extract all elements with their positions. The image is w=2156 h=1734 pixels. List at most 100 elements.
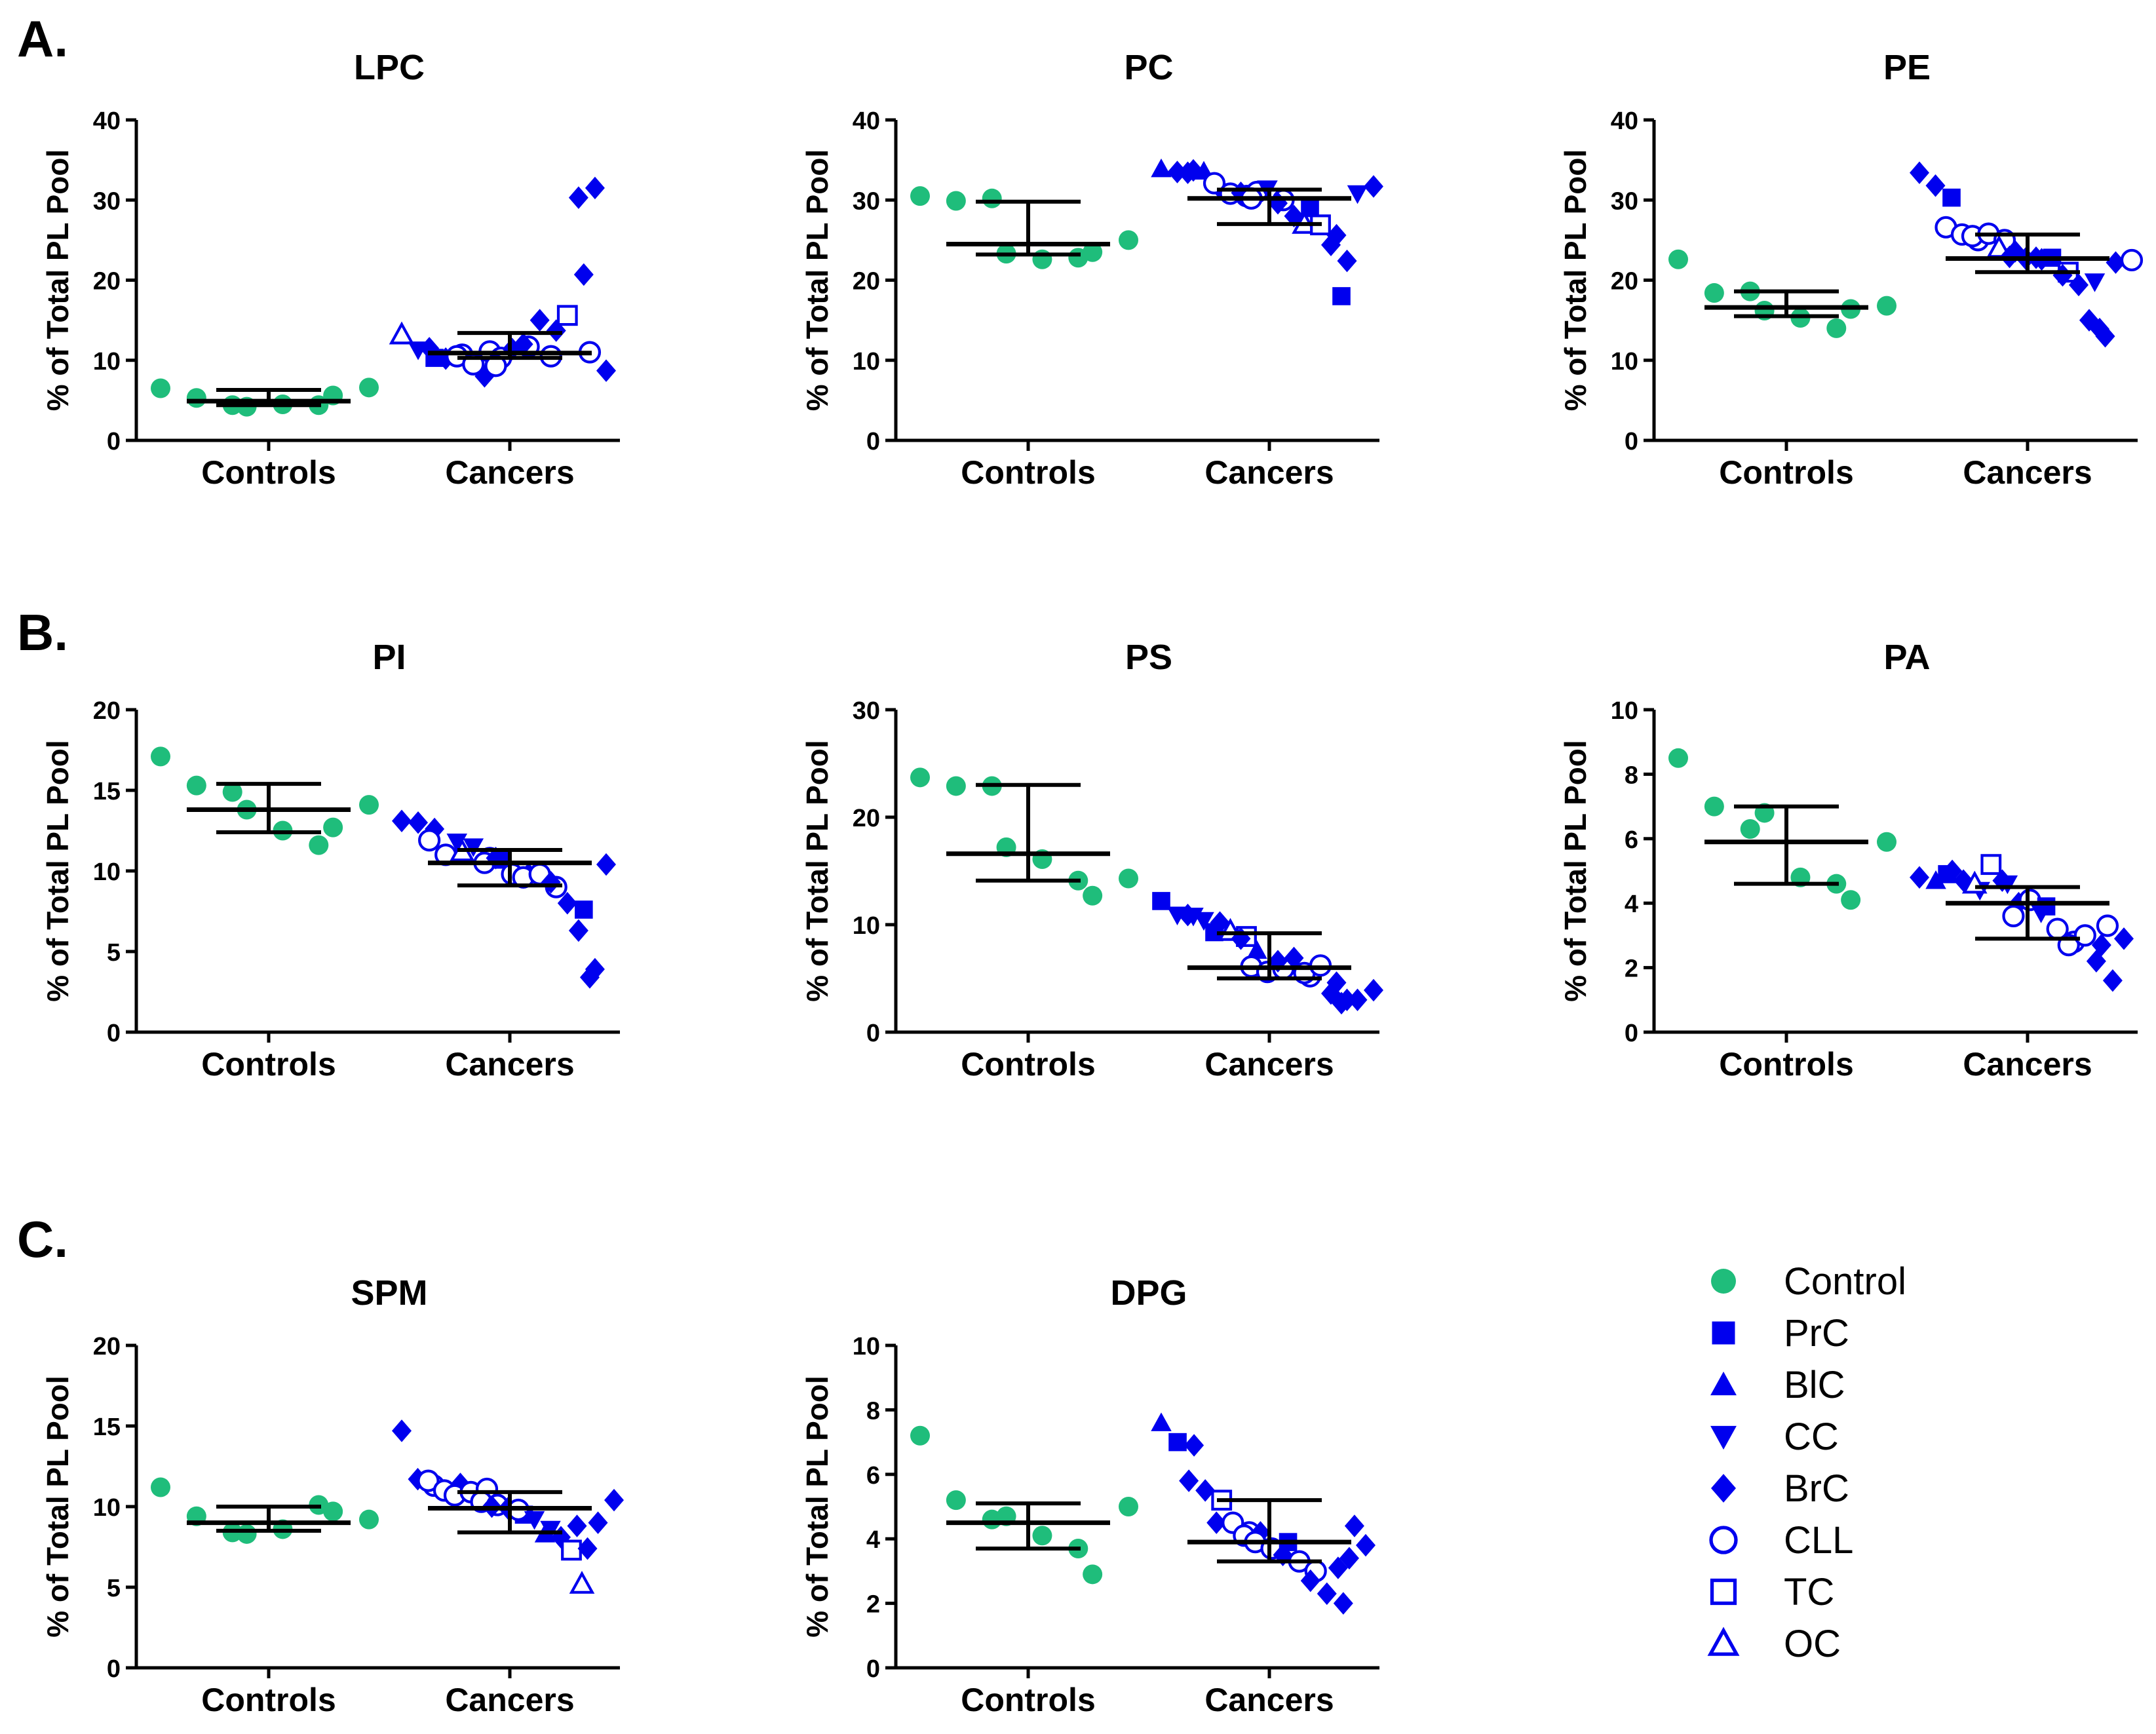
data-point-control bbox=[946, 191, 966, 211]
panel-label-a: A. bbox=[17, 10, 68, 67]
data-point-control bbox=[910, 767, 930, 788]
data-point-control bbox=[1032, 249, 1052, 269]
legend-marker-cc bbox=[1710, 1425, 1737, 1450]
y-tick-label: 4 bbox=[866, 1526, 880, 1554]
data-point-brc bbox=[596, 359, 616, 382]
y-tick-label: 0 bbox=[866, 428, 880, 455]
legend-marker-prc bbox=[1712, 1321, 1735, 1345]
data-point-oc bbox=[569, 1570, 595, 1594]
legend-marker-cll bbox=[1709, 1526, 1738, 1554]
legend-marker-tc bbox=[1710, 1578, 1737, 1606]
data-point-cll bbox=[2120, 248, 2144, 272]
y-tick-label: 20 bbox=[93, 697, 121, 725]
legend-label: PrC bbox=[1784, 1312, 1849, 1355]
data-point-control bbox=[1826, 318, 1847, 338]
data-point-brc bbox=[588, 1511, 608, 1534]
y-tick-label: 0 bbox=[866, 1020, 880, 1047]
data-point-control bbox=[186, 388, 206, 408]
legend-label: BlC bbox=[1784, 1364, 1845, 1406]
data-point-blc bbox=[1925, 870, 1946, 889]
y-tick-label: 15 bbox=[93, 778, 121, 805]
legend: Control PrC BlC CC BrC CLL TC OC bbox=[1707, 1260, 1906, 1665]
chart-title: PC bbox=[1124, 48, 1173, 87]
data-point-control bbox=[910, 1425, 930, 1446]
y-tick-label: 0 bbox=[866, 1655, 880, 1683]
legend-item-blc: BlC bbox=[1710, 1364, 1845, 1406]
x-tick-label-controls: Controls bbox=[961, 1682, 1096, 1718]
legend-marker-blc bbox=[1710, 1372, 1737, 1396]
data-point-blc bbox=[1151, 158, 1172, 178]
data-point-brc bbox=[1179, 1469, 1199, 1492]
chart-title: PA bbox=[1883, 638, 1930, 677]
data-point-brc bbox=[1195, 1479, 1216, 1502]
chart-pe: PE % of Total PL Pool 0 10 20 30 40 Controls Can… bbox=[1558, 48, 2144, 491]
chart-title: PI bbox=[372, 638, 406, 677]
x-tick-label-controls: Controls bbox=[201, 1682, 336, 1718]
legend-item-cc: CC bbox=[1710, 1416, 1839, 1458]
data-point-brc bbox=[577, 1537, 598, 1560]
data-point-cc bbox=[2084, 273, 2106, 292]
data-point-brc bbox=[1321, 233, 1341, 256]
y-tick-label: 40 bbox=[93, 107, 121, 135]
chart-pi: PI % of Total PL Pool 0 5 10 15 20 Controls Canc… bbox=[41, 638, 620, 1083]
data-point-brc bbox=[1364, 978, 1383, 1002]
y-axis-label: % of Total PL Pool bbox=[800, 149, 834, 412]
chart-title: DPG bbox=[1110, 1273, 1187, 1313]
x-tick-label-controls: Controls bbox=[961, 454, 1096, 491]
data-point-brc bbox=[585, 176, 605, 200]
y-tick-label: 30 bbox=[1611, 187, 1638, 215]
data-point-brc bbox=[2102, 969, 2123, 992]
data-point-cc bbox=[1347, 185, 1368, 204]
data-point-cc bbox=[463, 838, 484, 857]
y-tick-label: 2 bbox=[1625, 955, 1638, 983]
x-tick-label-controls: Controls bbox=[201, 1046, 336, 1083]
chart-spm: SPM % of Total PL Pool 0 5 10 15 20 Controls Can… bbox=[41, 1273, 624, 1718]
y-tick-label: 5 bbox=[107, 939, 121, 967]
data-point-control bbox=[151, 378, 170, 398]
y-tick-label: 0 bbox=[1625, 1020, 1638, 1047]
data-point-brc bbox=[1339, 1547, 1359, 1570]
y-tick-label: 40 bbox=[1611, 107, 1638, 135]
data-point-brc bbox=[1333, 1592, 1353, 1615]
data-point-control bbox=[222, 782, 242, 802]
data-point-brc bbox=[579, 966, 600, 989]
data-point-brc bbox=[529, 309, 550, 332]
y-axis-label: % of Total PL Pool bbox=[1558, 740, 1592, 1002]
x-tick-label-controls: Controls bbox=[1719, 1046, 1854, 1083]
data-point-brc bbox=[408, 811, 429, 834]
legend-label: OC bbox=[1784, 1623, 1841, 1665]
x-tick-label-controls: Controls bbox=[201, 454, 336, 491]
data-point-control bbox=[1083, 885, 1103, 906]
data-point-brc bbox=[1178, 903, 1198, 927]
chart-title: SPM bbox=[351, 1273, 427, 1313]
y-tick-label: 6 bbox=[866, 1462, 880, 1490]
data-point-control bbox=[1877, 296, 1896, 316]
data-point-control bbox=[323, 817, 343, 838]
data-point-brc bbox=[573, 263, 594, 286]
data-point-brc bbox=[1364, 175, 1383, 198]
y-tick-label: 10 bbox=[853, 348, 880, 376]
y-tick-label: 5 bbox=[107, 1575, 121, 1602]
y-tick-label: 20 bbox=[853, 805, 880, 832]
y-axis-label: % of Total PL Pool bbox=[41, 740, 75, 1002]
legend-item-tc: TC bbox=[1710, 1571, 1834, 1613]
chart-title: PE bbox=[1883, 48, 1931, 87]
data-point-tc bbox=[556, 305, 578, 326]
data-point-control bbox=[1740, 819, 1760, 839]
x-tick-label-cancers: Cancers bbox=[1204, 454, 1334, 491]
y-tick-label: 20 bbox=[853, 268, 880, 296]
y-tick-label: 0 bbox=[107, 428, 121, 455]
data-point-control bbox=[982, 188, 1002, 208]
chart-dpg: DPG % of Total PL Pool 0 2 4 6 8 10 Controls Canc… bbox=[800, 1273, 1379, 1718]
data-point-control bbox=[1704, 796, 1724, 817]
data-point-cc bbox=[524, 1511, 545, 1530]
data-point-prc bbox=[1332, 287, 1351, 305]
panel-label-b: B. bbox=[17, 604, 68, 661]
y-tick-label: 0 bbox=[107, 1655, 121, 1683]
data-point-brc bbox=[596, 853, 616, 876]
data-point-control bbox=[1668, 249, 1688, 269]
data-point-brc bbox=[557, 891, 577, 915]
data-point-brc bbox=[1337, 249, 1357, 273]
